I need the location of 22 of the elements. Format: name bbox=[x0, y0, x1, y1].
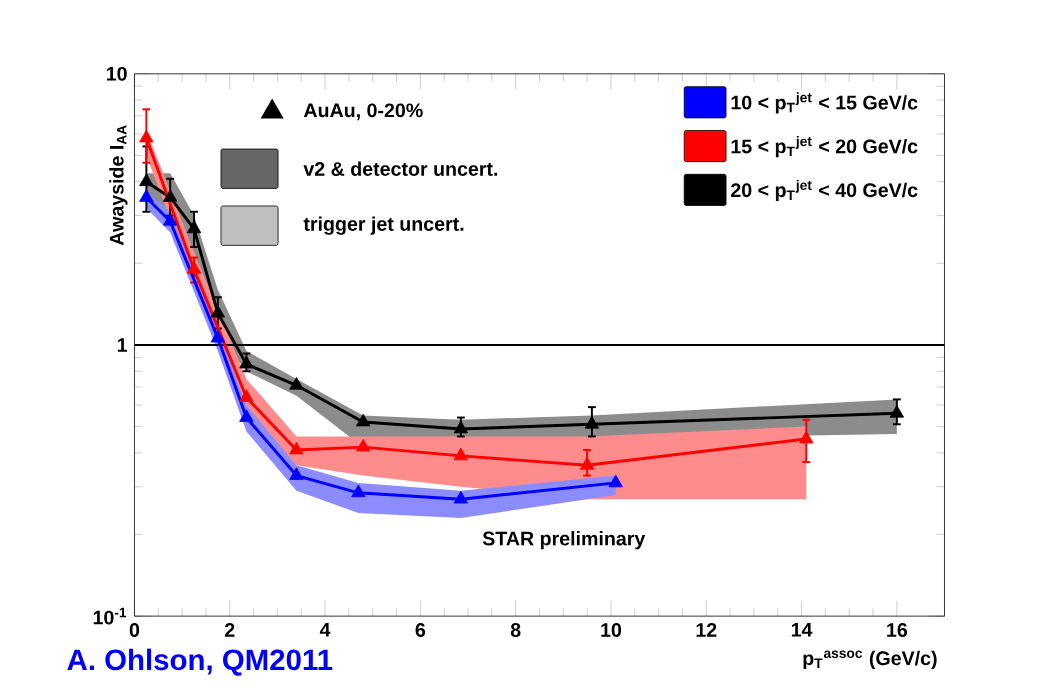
x-axis-title: p$_{T}$$^{assoc}$ (GeV/c) bbox=[803, 650, 937, 670]
annotation: trigger jet uncert. bbox=[303, 216, 464, 235]
x-tick-label: 0 bbox=[129, 623, 140, 637]
y-tick-label: 1 bbox=[117, 338, 127, 352]
x-tick-label: 6 bbox=[415, 623, 426, 637]
y-tick-label: 10 bbox=[106, 66, 127, 81]
x-tick-label: 8 bbox=[510, 623, 521, 637]
y-tick-label: 10$^{-1}$ bbox=[93, 607, 127, 625]
x-tick-label: 4 bbox=[319, 623, 331, 637]
annotation: v2 & detector uncert. bbox=[303, 161, 498, 176]
annotation: AuAu, 0-20% bbox=[303, 103, 423, 121]
legend-label: 20 < p$_{T}$$^{jet}$ < 40 GeV/c bbox=[731, 179, 918, 202]
legend-label: 15 < p$_{T}$$^{jet}$ < 20 GeV/c bbox=[731, 136, 918, 158]
annotation: STAR preliminary bbox=[482, 531, 646, 550]
x-tick-label: 14 bbox=[791, 623, 813, 637]
x-tick-label: 10 bbox=[601, 623, 622, 637]
legend-label: 10 < p$_{T}$$^{jet}$ < 15 GeV/c bbox=[731, 92, 918, 114]
y-axis-title: Awayside I$_{AA}$ bbox=[109, 125, 128, 246]
text: A. Ohlson, QM2011 bbox=[67, 648, 333, 676]
x-tick-label: 2 bbox=[224, 623, 235, 637]
x-tick-label: 12 bbox=[696, 623, 717, 637]
x-tick-label: 16 bbox=[887, 623, 908, 637]
